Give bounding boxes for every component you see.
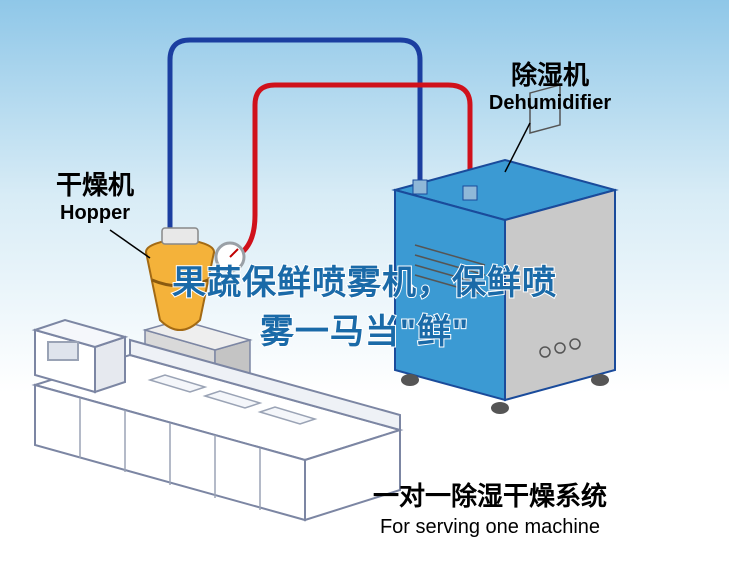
pipe-blue <box>170 40 420 235</box>
label-system-cn: 一对一除湿干燥系统 <box>300 480 680 514</box>
label-system: 一对一除湿干燥系统 For serving one machine <box>300 480 680 540</box>
label-dehumidifier: 除湿机 Dehumidifier <box>430 60 670 115</box>
overlay-title: 果蔬保鲜喷雾机，保鲜喷 雾一马当"鲜" <box>0 255 729 353</box>
overlay-title-line1: 果蔬保鲜喷雾机，保鲜喷 <box>0 255 729 304</box>
label-dehumidifier-cn: 除湿机 <box>430 60 670 91</box>
label-hopper-cn: 干燥机 <box>20 170 170 201</box>
label-hopper-en: Hopper <box>20 201 170 225</box>
leader-hopper <box>110 230 150 258</box>
label-hopper: 干燥机 Hopper <box>20 170 170 225</box>
diagram-canvas: 除湿机 Dehumidifier 干燥机 Hopper 一对一除湿干燥系统 Fo… <box>0 0 729 561</box>
overlay-title-line2: 雾一马当"鲜" <box>0 304 729 353</box>
dehumidifier-machine <box>395 85 615 414</box>
label-system-en: For serving one machine <box>300 514 680 540</box>
label-dehumidifier-en: Dehumidifier <box>430 91 670 115</box>
